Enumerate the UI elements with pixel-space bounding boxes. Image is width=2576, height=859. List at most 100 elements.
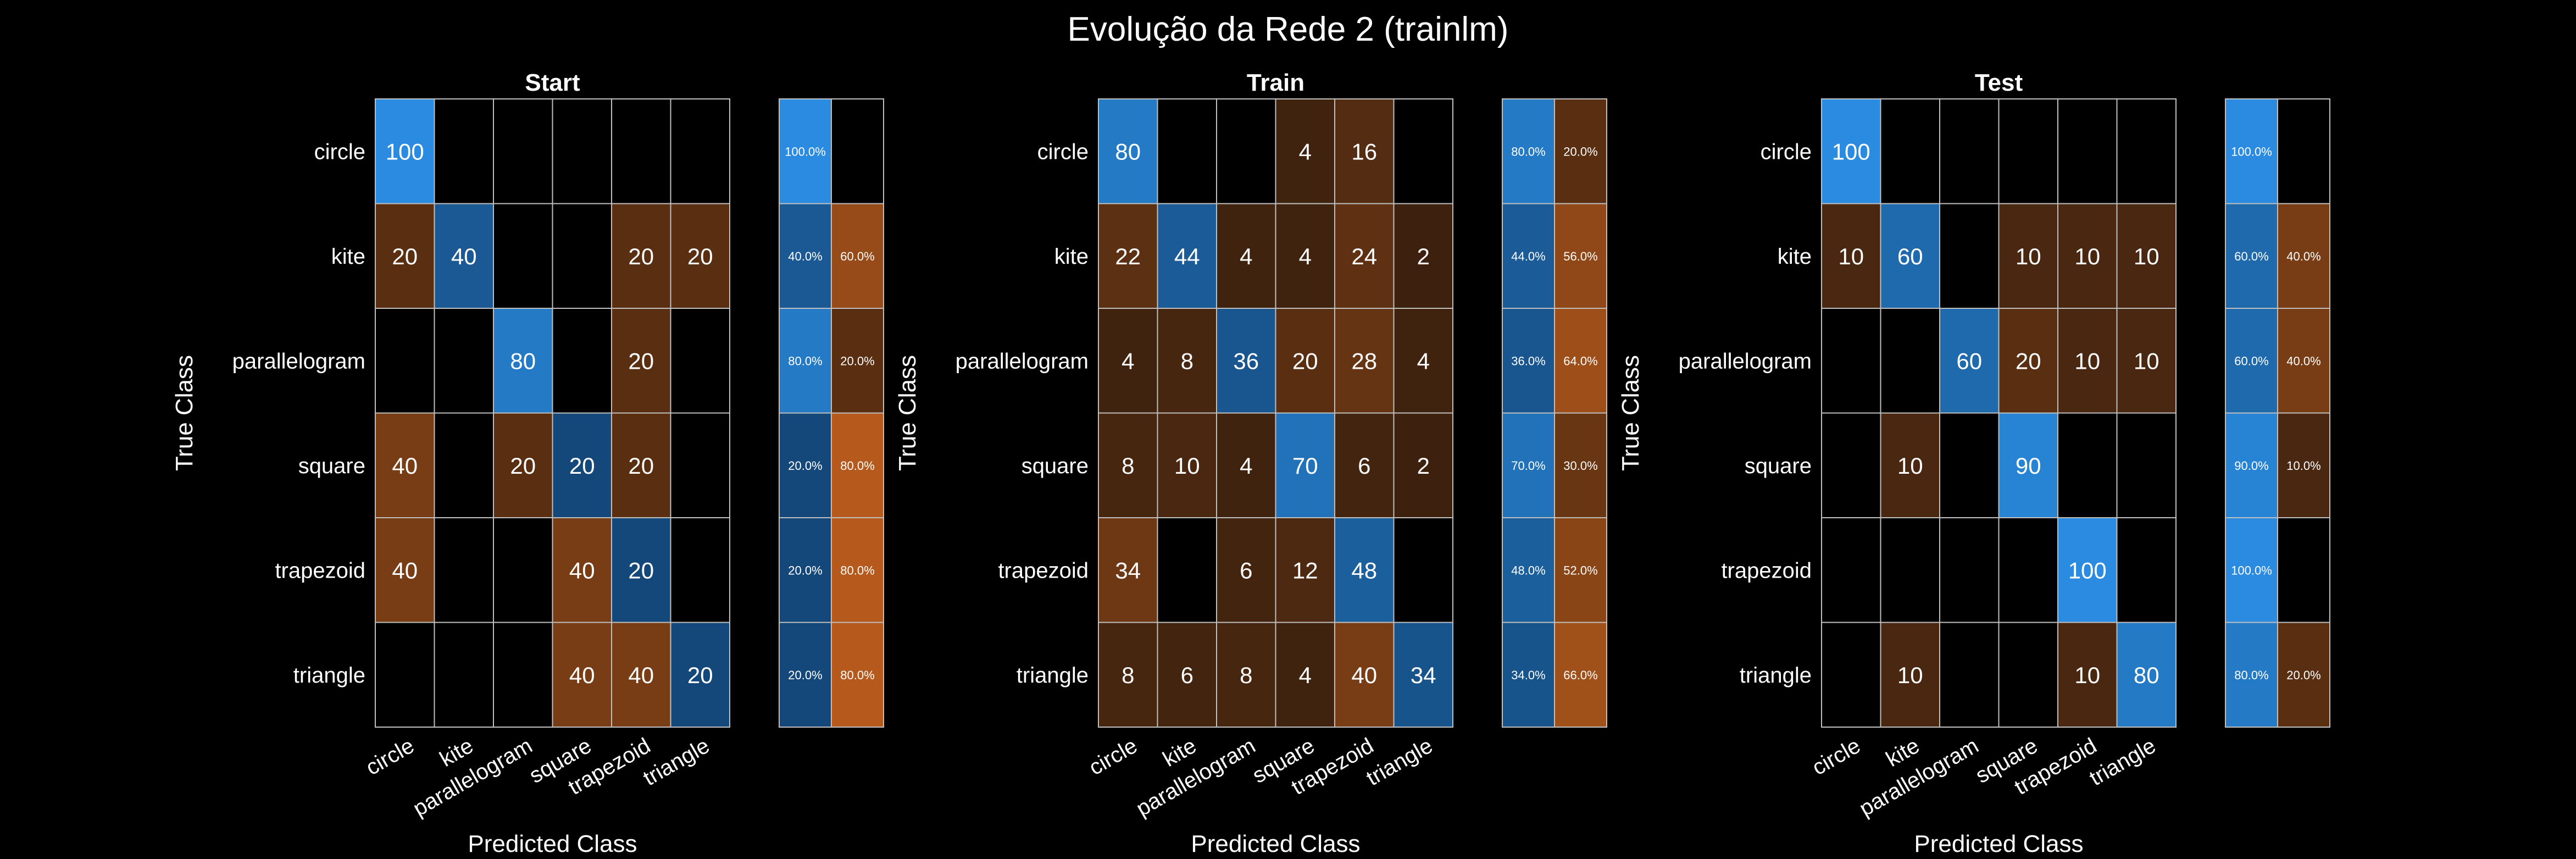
matrix-cell: [552, 203, 612, 309]
matrix-cell: [1157, 308, 1217, 414]
matrix-cell: [375, 308, 435, 414]
cell-value-label: 2: [1417, 243, 1430, 269]
summary-percent-label: 100.0%: [785, 145, 826, 158]
summary-percent-label: 80.0%: [1511, 145, 1545, 158]
summary-correct-cell: [2225, 412, 2278, 518]
cell-value-label: 44: [1174, 243, 1200, 269]
matrix-cell: [493, 308, 553, 414]
summary-percent-label: 20.0%: [2286, 668, 2320, 682]
cell-value-label: 28: [1351, 348, 1377, 374]
matrix-cell: [1821, 622, 1881, 728]
matrix-cell: [1275, 308, 1335, 414]
cell-value-label: 34: [1411, 662, 1436, 688]
cell-value-label: 10: [2134, 243, 2159, 269]
matrix-cell: [1998, 203, 2058, 309]
matrix-cell: [2116, 203, 2177, 309]
matrix-cell: [434, 622, 494, 728]
matrix-cell: [670, 517, 730, 623]
matrix-cell: [1334, 203, 1395, 309]
summary-percent-label: 48.0%: [1511, 563, 1545, 577]
matrix-cell: [1821, 412, 1881, 518]
cell-value-label: 20: [1292, 348, 1318, 374]
matrix-cell: [1275, 517, 1335, 623]
matrix-cell: [2116, 412, 2177, 518]
matrix-cell: [611, 517, 671, 623]
row-tick-label: kite: [1778, 245, 1812, 269]
cell-value-label: 34: [1115, 557, 1141, 583]
cell-value-label: 10: [1897, 662, 1923, 688]
summary-percent-label: 80.0%: [840, 459, 874, 473]
summary-incorrect-cell: [2277, 308, 2330, 414]
y-axis-label: True Class: [894, 355, 921, 471]
summary-percent-label: 100.0%: [2231, 145, 2272, 158]
summary-percent-label: 56.0%: [1563, 250, 1597, 263]
summary-percent-label: 90.0%: [2234, 459, 2268, 473]
matrix-cell: [611, 98, 671, 204]
summary-percent-label: 80.0%: [2234, 668, 2268, 682]
matrix-cell: [1998, 98, 2058, 204]
cell-value-label: 4: [1299, 243, 1312, 269]
cell-value-label: 10: [1174, 453, 1200, 479]
summary-correct-cell: [779, 308, 832, 414]
summary-percent-label: 20.0%: [840, 354, 874, 368]
matrix-cell: [670, 98, 730, 204]
matrix-cell: [1334, 308, 1395, 414]
cell-value-label: 20: [392, 243, 418, 269]
matrix-cell: [2057, 622, 2118, 728]
matrix-cell: [1998, 308, 2058, 414]
summary-percent-label: 20.0%: [1563, 145, 1597, 158]
cell-value-label: 20: [2016, 348, 2041, 374]
cell-value-label: 20: [628, 453, 654, 479]
summary-percent-label: 40.0%: [2286, 250, 2320, 263]
cell-value-label: 4: [1299, 662, 1312, 688]
summary-correct-cell: [1502, 622, 1555, 728]
matrix-cell: [1939, 412, 2000, 518]
summary-percent-label: 66.0%: [1563, 668, 1597, 682]
row-tick-label: square: [1021, 454, 1089, 478]
row-tick-label: square: [1745, 454, 1812, 478]
summary-correct-cell: [779, 517, 832, 623]
row-tick-label: trapezoid: [998, 558, 1089, 583]
summary-incorrect-cell: [1554, 203, 1607, 309]
matrix-cell: [434, 517, 494, 623]
summary-incorrect-cell: [2277, 98, 2330, 204]
matrix-cell: [611, 203, 671, 309]
summary-incorrect-cell: [1554, 412, 1607, 518]
cell-value-label: 22: [1115, 243, 1141, 269]
matrix-cell: [1216, 308, 1276, 414]
matrix-cell: [1157, 98, 1217, 204]
summary-percent-label: 80.0%: [840, 563, 874, 577]
row-tick-label: kite: [331, 245, 365, 269]
summary-incorrect-cell: [2277, 622, 2330, 728]
summary-incorrect-cell: [1554, 308, 1607, 414]
matrix-cell: [493, 203, 553, 309]
cell-value-label: 8: [1122, 662, 1134, 688]
row-tick-label: triangle: [293, 663, 365, 688]
panel-title: Start: [525, 69, 580, 96]
matrix-cell: [2057, 517, 2118, 623]
matrix-cell: [1880, 98, 1940, 204]
matrix-cell: [1939, 308, 2000, 414]
cell-value-label: 24: [1351, 243, 1377, 269]
summary-correct-cell: [2225, 203, 2278, 309]
cell-value-label: 40: [569, 662, 595, 688]
matrix-cell: [1334, 517, 1395, 623]
cell-value-label: 20: [628, 348, 654, 374]
cell-value-label: 20: [569, 453, 595, 479]
panels: Start 100 20 40 20 20 80 20 40 20 20 20 40 40 20 40 40 20…: [171, 69, 2330, 857]
x-axis-label: Predicted Class: [468, 830, 637, 857]
cell-value-label: 90: [2016, 453, 2041, 479]
matrix-cell: [1821, 308, 1881, 414]
matrix-cell: [434, 412, 494, 518]
cell-value-label: 10: [1838, 243, 1864, 269]
summary-correct-cell: [2225, 622, 2278, 728]
cell-value-label: 4: [1240, 243, 1252, 269]
row-tick-label: parallelogram: [1679, 349, 1812, 373]
matrix-cell: [1393, 98, 1453, 204]
summary-incorrect-cell: [1554, 622, 1607, 728]
summary-percent-label: 36.0%: [1511, 354, 1545, 368]
cell-value-label: 6: [1240, 557, 1252, 583]
matrix-cell: [434, 98, 494, 204]
matrix-cell: [1157, 622, 1217, 728]
